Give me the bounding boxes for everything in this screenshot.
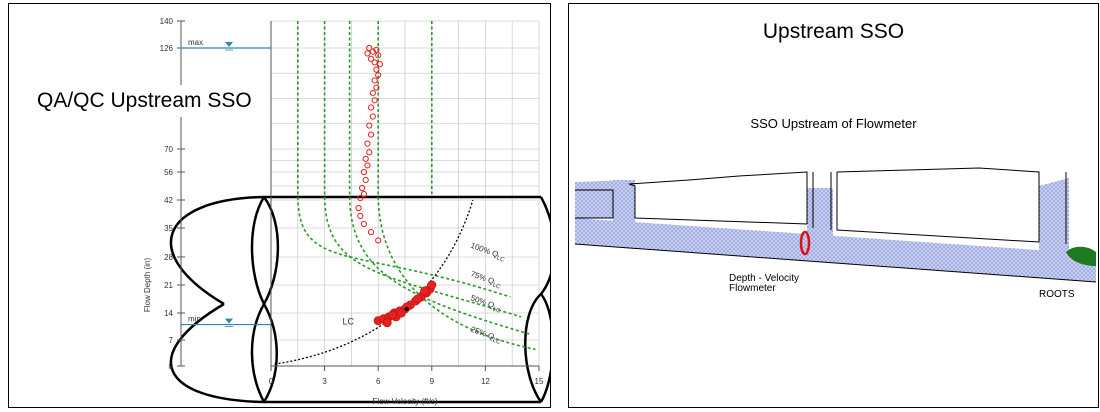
lc-label: LC: [342, 317, 354, 327]
pipe-walls: [574, 167, 1097, 283]
curve-label: 50% QLC: [469, 293, 504, 315]
scatter-point: [413, 294, 423, 304]
y-tick-label: 126: [160, 44, 174, 53]
scatter-point: [357, 212, 364, 220]
scatter-point: [366, 149, 373, 156]
scatter-point: [369, 113, 376, 120]
scatter-point: [373, 46, 380, 53]
scatter-point: [396, 308, 406, 318]
scatter-point: [375, 237, 382, 244]
scatter-point: [371, 59, 378, 66]
scatter-point: [371, 97, 378, 104]
x-tick-label: 3: [322, 377, 327, 386]
x-tick-label: 9: [430, 377, 435, 386]
roots-label: ROOTS: [1039, 289, 1075, 300]
scatter-point: [387, 310, 397, 320]
scatter-points: [355, 44, 437, 328]
scatter-point: [371, 77, 378, 84]
scatter-point: [367, 229, 375, 236]
scatter-point: [367, 131, 375, 138]
scatter-point: [362, 155, 369, 162]
scatter-point: [362, 176, 369, 184]
y-tick-label: 7: [169, 336, 174, 345]
x-tick-label: 15: [535, 377, 544, 386]
scatter-point: [364, 50, 371, 57]
curve-label: 75% QLC: [469, 269, 504, 291]
flowmeter-ring: [799, 230, 811, 256]
curve-label: 25% QLC: [469, 325, 504, 347]
level-label: min: [188, 315, 201, 324]
overlay-title: QA/QC Upstream SSO: [31, 85, 258, 117]
sewer-diagram: [574, 167, 1097, 283]
scatter-point: [364, 140, 371, 147]
y-axis-label: Flow Depth (in): [143, 258, 152, 313]
scatter-point: [367, 104, 375, 111]
scatter-point: [373, 84, 380, 91]
y-tick-label: 35: [164, 224, 173, 233]
right-panel: Upstream SSO SSO Upstream of Flowmeter: [568, 3, 1099, 408]
scatter-point: [369, 89, 376, 97]
scatter-point: [375, 52, 382, 59]
scatter-point: [382, 318, 392, 328]
level-label: max: [188, 38, 203, 47]
y-tick-label: 140: [160, 17, 174, 26]
left-panel: 100% QLC 75% QLC 50% QLC 25% QLC LC 0 7 14 21 28…: [8, 3, 551, 408]
pipe-outline: [169, 195, 550, 404]
y-tick-label: 14: [164, 309, 173, 318]
scatter-point: [427, 280, 437, 290]
water-level-icon: [225, 42, 233, 47]
roots-blob: [1066, 246, 1096, 266]
flow-curve: [323, 21, 522, 318]
panel-subtitle: SSO Upstream of Flowmeter: [750, 116, 917, 131]
scatter-point: [375, 71, 382, 79]
scatter-point: [360, 168, 368, 176]
chart-axes: 0 7 14 21 28 35 42 56 70 126 140 0 3 6 9 12 15 Flow Veloc…: [143, 17, 544, 406]
y-tick-label: 56: [164, 168, 173, 177]
x-axis-label: Flow Velocity (ft/s): [373, 397, 438, 406]
scatter-point: [359, 184, 366, 192]
y-tick-label: 28: [164, 253, 173, 262]
scatter-point: [366, 44, 373, 52]
y-tick-label: 42: [164, 196, 173, 205]
scatter-point: [367, 55, 375, 62]
y-tick-label: 21: [164, 281, 173, 290]
water-body: [575, 178, 1096, 282]
scatter-point: [360, 220, 368, 228]
scatter-point: [369, 48, 376, 55]
x-tick-label: 0: [269, 377, 274, 386]
lc-curve: [274, 199, 474, 365]
scatter-point: [360, 190, 368, 198]
water-level-icon: [225, 318, 233, 324]
y-tick-label: 70: [164, 145, 173, 154]
flowmeter-label: Depth - Velocity Flowmeter: [729, 273, 800, 294]
scatter-point: [357, 194, 364, 202]
flow-curve: [377, 21, 536, 351]
scatter-point: [420, 286, 430, 296]
y-tick-label: 0: [169, 362, 174, 371]
x-tick-label: 6: [376, 377, 381, 386]
curve-label: 100% QLC: [469, 241, 508, 264]
scatter-point: [404, 306, 409, 312]
x-tick-label: 12: [481, 377, 490, 386]
scatter-point: [364, 162, 371, 169]
scatter-point: [376, 61, 384, 68]
scatter-point: [355, 204, 362, 212]
flow-curve: [348, 21, 531, 335]
flow-curve: [297, 21, 511, 298]
scatter-point: [373, 66, 380, 73]
scatter-point: [366, 122, 373, 129]
panel-title: Upstream SSO: [762, 20, 905, 43]
